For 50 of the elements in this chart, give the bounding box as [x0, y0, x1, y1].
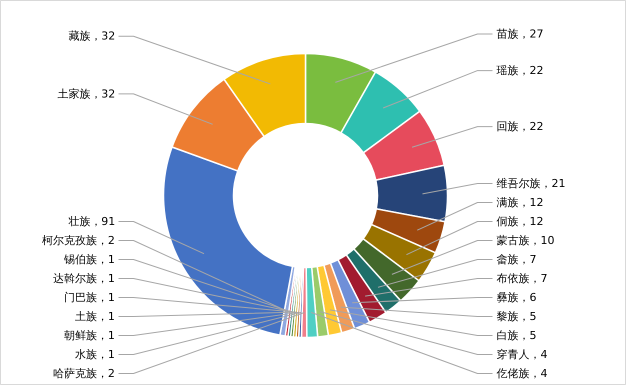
- slice-label: 回族: [496, 120, 518, 134]
- data-label: ，1: [96, 348, 115, 361]
- slice-label: 达斡尔族: [52, 272, 97, 285]
- slice-label: 维吾尔族: [496, 177, 540, 190]
- slice-label: 蒙古族: [496, 234, 530, 247]
- data-label: ，5: [518, 329, 536, 342]
- slice-label: 水族: [74, 348, 97, 361]
- slice-label: 黎族: [496, 310, 518, 323]
- data-label: ，27: [518, 28, 544, 41]
- slice-label: 哈萨克族: [52, 367, 97, 380]
- data-label: ，7: [530, 272, 548, 285]
- slice-label: 门巴族: [64, 291, 97, 304]
- data-label: ，1: [96, 272, 115, 285]
- slice-label: 锡伯族: [62, 253, 97, 266]
- data-label: ，6: [518, 291, 536, 304]
- data-label: ，32: [90, 87, 116, 100]
- slice-label: 穿青人: [496, 348, 530, 361]
- slice-label: 柯尔克孜族: [42, 234, 97, 247]
- slice-label: 畲族: [496, 253, 518, 266]
- data-label: ，12: [518, 196, 544, 209]
- data-label: ，2: [96, 367, 115, 380]
- data-label: ，1: [96, 329, 115, 342]
- slice-label: 苗族: [496, 28, 518, 41]
- slice-label: 仡佬族: [496, 367, 530, 380]
- slice-label: 朝鲜族: [64, 329, 97, 342]
- data-label: ，1: [96, 310, 115, 323]
- slice-label: 壮族: [67, 215, 90, 228]
- data-label: ，22: [518, 120, 544, 134]
- data-label: ，10: [530, 234, 554, 247]
- data-label: ，12: [518, 215, 544, 228]
- slice-label: 侗族: [496, 215, 518, 228]
- data-label: ，4: [530, 348, 548, 361]
- data-label: ，21: [540, 177, 566, 190]
- slice-label: 白族: [496, 329, 518, 342]
- data-label: ，1: [96, 291, 115, 304]
- slice-label: 土家族: [57, 87, 90, 100]
- data-label: ，7: [518, 253, 536, 266]
- slice-label: 土族: [74, 310, 97, 323]
- slice-label: 藏族: [68, 30, 90, 43]
- data-label: ，22: [518, 64, 544, 78]
- data-label: ，5: [518, 310, 536, 323]
- slice-label: 瑶族: [496, 64, 518, 78]
- slice-label: 满族: [496, 196, 518, 209]
- data-label: ，2: [96, 234, 115, 247]
- data-label: ，32: [90, 30, 116, 43]
- data-label: ，4: [530, 367, 548, 380]
- slice-label: 布依族: [496, 272, 530, 285]
- data-label: ，91: [90, 215, 116, 228]
- data-label: ，1: [96, 253, 115, 266]
- slice-label: 彝族: [496, 291, 518, 304]
